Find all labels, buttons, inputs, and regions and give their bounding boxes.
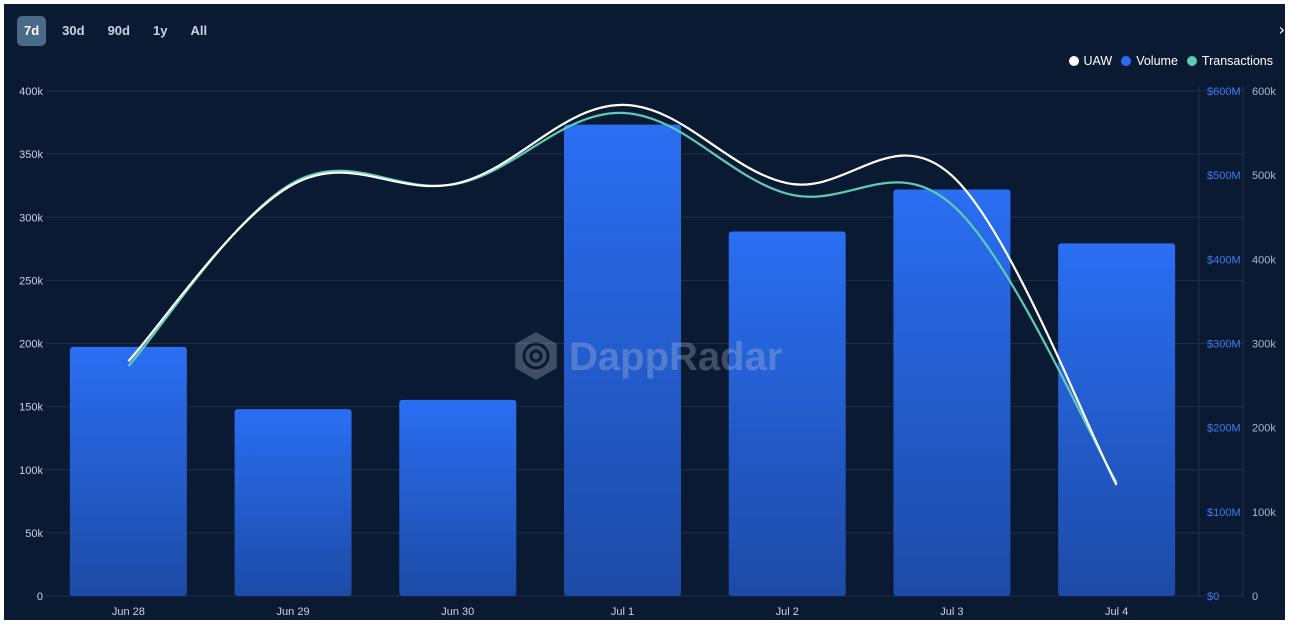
x-tick-label: Jul 3 — [940, 606, 963, 618]
y-tick-label-volume: $600M — [1207, 86, 1241, 98]
watermark: DappRadar — [515, 332, 782, 380]
y-tick-label-left: 350k — [19, 149, 43, 161]
y-tick-label-left: 150k — [19, 402, 43, 414]
legend-item-uaw[interactable]: UAW — [1068, 54, 1113, 68]
legend-dot-uaw — [1068, 56, 1079, 66]
y-tick-label-left: 400k — [19, 86, 43, 98]
watermark-logo-icon — [515, 332, 557, 380]
watermark-text: DappRadar — [569, 335, 782, 379]
x-tick-label: Jun 30 — [441, 606, 474, 618]
bar-volume — [234, 409, 352, 596]
y-tick-label-left: 250k — [19, 275, 43, 287]
legend-label-transactions: Transactions — [1201, 54, 1273, 68]
y-tick-label-volume: $0 — [1207, 591, 1219, 603]
y-tick-label-left: 100k — [19, 465, 43, 477]
legend-item-volume[interactable]: Volume — [1121, 54, 1178, 68]
range-tab-90d[interactable]: 90d — [107, 23, 130, 38]
chart-svg: 0 50k 100k 150k 200k 250k 300k 350k 400k $0 $100M $… — [19, 86, 1276, 618]
legend-dot-volume — [1121, 56, 1132, 66]
bar-volume — [728, 231, 846, 596]
bar-volume — [69, 346, 187, 596]
y-tick-label-left: 200k — [19, 339, 43, 351]
range-tab-all[interactable]: All — [190, 23, 208, 38]
bar-volume — [564, 124, 681, 597]
y-tick-label-left: 50k — [25, 528, 43, 540]
y-tick-label-volume: $400M — [1207, 254, 1241, 266]
watermark-logo-ring — [522, 342, 550, 370]
x-tick-label: Jun 29 — [277, 606, 310, 618]
legend-label-volume: Volume — [1136, 54, 1178, 68]
y-tick-label-transactions: 0 — [1252, 591, 1258, 603]
x-tick-label: Jul 1 — [611, 606, 634, 618]
x-tick-label: Jun 28 — [112, 606, 145, 618]
y-tick-label-transactions: 200k — [1252, 423, 1276, 435]
line-uaw — [127, 103, 1118, 486]
y-tick-label-volume: $500M — [1207, 170, 1241, 182]
range-tab-7d[interactable]: 7d — [17, 16, 47, 46]
y-tick-label-transactions: 400k — [1252, 254, 1276, 266]
legend-label-uaw: UAW — [1083, 54, 1113, 68]
chart-panel: 7d 30d 90d 1y All › UAW Volume Transacti… — [4, 4, 1285, 620]
bar-volume — [893, 189, 1011, 596]
range-tab-1y[interactable]: 1y — [152, 23, 168, 38]
y-tick-label-transactions: 600k — [1252, 86, 1276, 98]
bar-volume — [399, 399, 517, 596]
x-tick-label: Jul 4 — [1105, 606, 1128, 618]
y-tick-label-transactions: 300k — [1252, 339, 1276, 351]
y-tick-label-transactions: 500k — [1252, 170, 1276, 182]
range-tab-30d[interactable]: 30d — [62, 23, 85, 38]
y-tick-label-left: 0 — [37, 591, 43, 603]
watermark-logo-ring-inner — [529, 349, 543, 363]
y-tick-label-transactions: 100k — [1252, 507, 1276, 519]
chevron-right-icon[interactable]: › — [1278, 20, 1285, 39]
y-tick-label-volume: $100M — [1207, 507, 1241, 519]
chart-legend: UAW Volume Transactions — [1060, 54, 1273, 68]
time-range-tabs: 7d 30d 90d 1y All — [17, 16, 223, 46]
bar-volume — [1058, 243, 1176, 596]
legend-item-transactions[interactable]: Transactions — [1186, 54, 1273, 68]
line-transactions — [127, 111, 1118, 483]
y-tick-label-volume: $200M — [1207, 423, 1241, 435]
y-tick-label-volume: $300M — [1207, 339, 1241, 351]
legend-dot-transactions — [1186, 56, 1197, 66]
x-tick-label: Jul 2 — [776, 606, 799, 618]
y-tick-label-left: 300k — [19, 212, 43, 224]
